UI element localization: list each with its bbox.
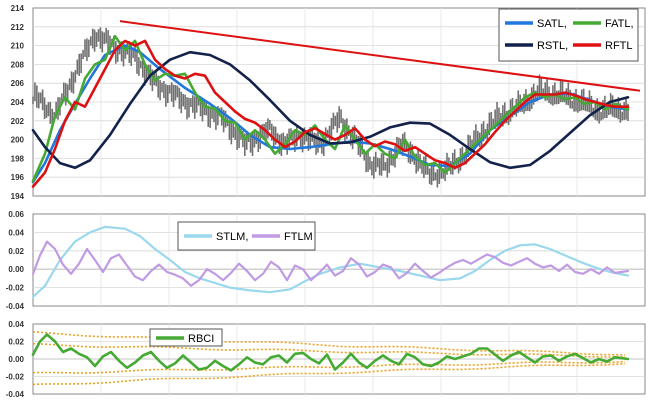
series-line-1-0: [31, 225, 630, 298]
legend-label: RSTL,: [537, 40, 568, 52]
legend-label: SATL,: [537, 18, 567, 30]
y-tick-label: -0.02: [6, 373, 25, 382]
momentum-panel: 0.06 0.04 0.02 0.00 -0.02 -0.04 STLM, FTLM: [6, 210, 646, 311]
y-tick-label: 208: [11, 60, 25, 69]
y-tick-label: 204: [11, 98, 25, 107]
trend-line: [119, 20, 641, 92]
series-line-1-1: [31, 240, 630, 287]
rbci-panel: 0.04 0.02 0.00 -0.02 -0.04 RBCI: [6, 320, 646, 399]
legend-label: STLM,: [216, 231, 248, 243]
y-tick-label: 0.04: [8, 320, 24, 329]
y-tick-label: 0.04: [8, 228, 24, 237]
y-tick-label: 0.02: [8, 338, 24, 347]
deviation-band: [32, 362, 626, 386]
y-tick-label: 200: [11, 136, 25, 145]
y-tick-label: 210: [11, 42, 25, 51]
legend-label: RFTL: [605, 40, 633, 52]
y-tick-label: 0.00: [8, 265, 24, 274]
legend-label: FATL,: [605, 18, 634, 30]
price-panel: 214 212 210 208 206 204 202 200 198 196 194 SATL, FA…: [11, 4, 646, 201]
plot-frame: [32, 213, 646, 307]
deviation-band: [32, 342, 626, 358]
y-tick-label: 214: [11, 4, 25, 13]
deviation-band: [32, 331, 625, 356]
y-tick-label: 0.02: [8, 247, 24, 256]
y-tick-label: 196: [11, 173, 25, 182]
series-line-0-3: [31, 39, 630, 188]
y-tick-label: -0.04: [6, 302, 25, 311]
y-tick-label: 202: [11, 117, 25, 126]
y-tick-label: 206: [11, 79, 25, 88]
legend-label: RBCI: [188, 333, 214, 345]
y-tick-label: 212: [11, 23, 25, 32]
series-line-2-0: [31, 333, 630, 372]
y-tick-label: 0.00: [8, 355, 24, 364]
deviation-band: [32, 360, 626, 374]
y-tick-label: 198: [11, 154, 25, 163]
series-line-0-2: [31, 50, 630, 170]
y-tick-label: 0.06: [8, 210, 24, 219]
legend-box: [498, 8, 639, 62]
legend-label: FTLM: [284, 231, 313, 243]
y-tick-label: 194: [11, 192, 25, 201]
legend-box: [149, 328, 223, 347]
y-tick-label: -0.04: [6, 390, 25, 399]
y-tick-label: -0.02: [6, 284, 25, 293]
